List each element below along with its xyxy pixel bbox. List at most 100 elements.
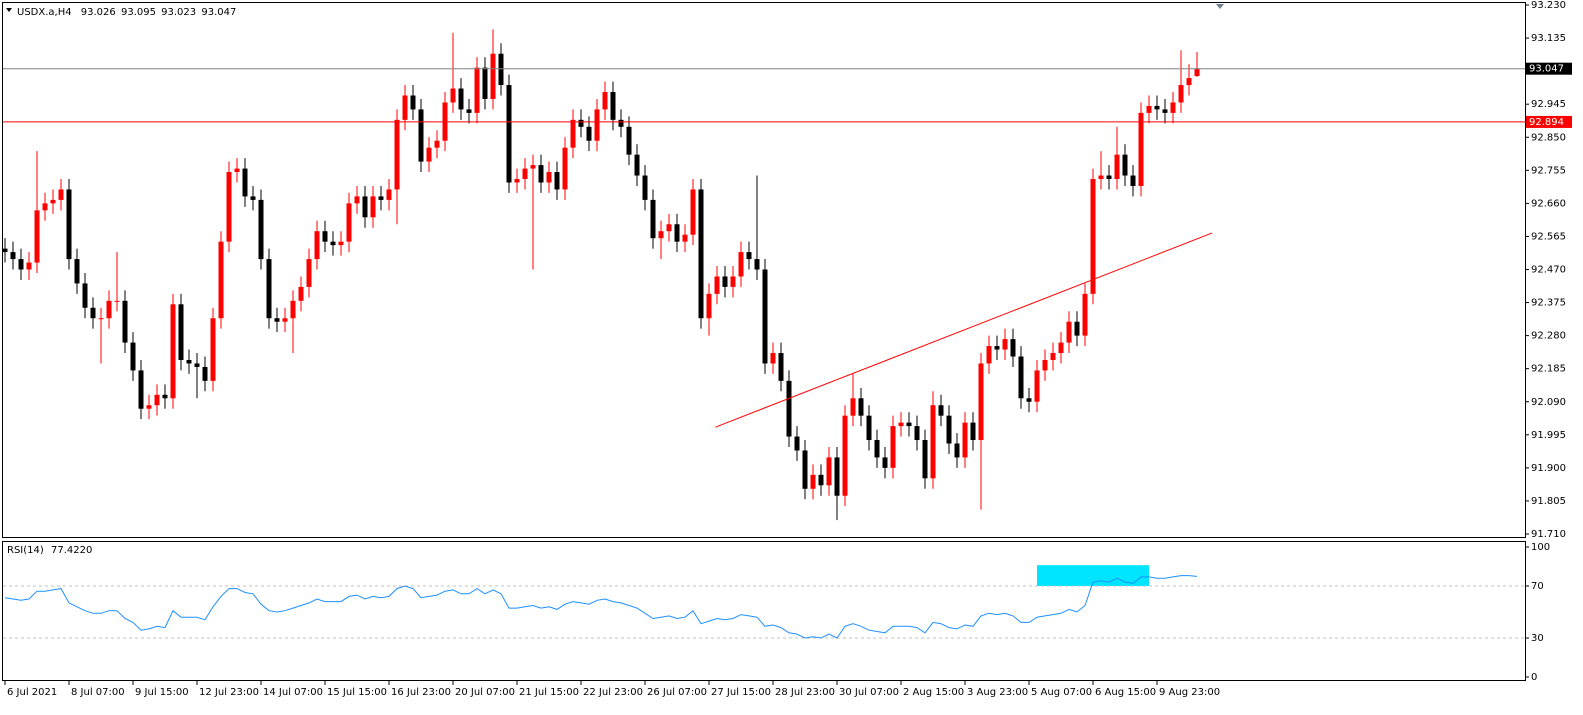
candle-body — [810, 474, 816, 489]
candle-body — [722, 276, 728, 287]
candle-body — [850, 398, 856, 416]
x-tick-label: 28 Jul 23:00 — [775, 687, 835, 698]
candle-body — [978, 363, 984, 441]
candle-body — [370, 196, 376, 218]
candle-body — [482, 67, 488, 99]
candle-body — [818, 474, 824, 486]
candle-body — [1138, 112, 1144, 186]
candle-body — [650, 199, 656, 239]
candle-body — [1170, 102, 1176, 113]
current-price-label: 93.047 — [1529, 64, 1564, 75]
candle-body — [1018, 356, 1024, 399]
candle-body — [994, 346, 1000, 350]
x-tick-label: 22 Jul 23:00 — [583, 687, 643, 698]
candle-body — [618, 119, 624, 127]
candle-body — [18, 259, 24, 270]
last-close: 93.047 — [201, 7, 236, 18]
highlight-box — [1037, 565, 1149, 586]
candle-body — [10, 252, 16, 260]
x-tick-label: 21 Jul 15:00 — [519, 687, 579, 698]
candle-body — [210, 318, 216, 381]
candle-body — [362, 196, 368, 218]
candle-body — [386, 189, 392, 200]
candle-body — [1162, 109, 1168, 113]
y-tick-label: 92.565 — [1531, 231, 1566, 242]
candle-body — [970, 422, 976, 441]
candle-body — [514, 179, 520, 183]
last-high: 93.095 — [121, 7, 156, 18]
candle-body — [826, 457, 832, 486]
y-tick-label: 93.230 — [1531, 0, 1566, 11]
candle-body — [234, 168, 240, 173]
y-tick-label: 91.805 — [1531, 496, 1566, 507]
y-tick-label: 70 — [1531, 581, 1544, 592]
candle-body — [898, 422, 904, 427]
candle-body — [522, 168, 528, 180]
candle-body — [242, 168, 248, 197]
rsi-panel — [2, 541, 1526, 681]
candle-body — [930, 405, 936, 479]
candle-body — [682, 234, 688, 242]
menu-arrow[interactable] — [6, 8, 12, 12]
candle-body — [410, 95, 416, 110]
candle-body — [98, 318, 104, 320]
y-tick-label: 92.090 — [1531, 397, 1566, 408]
candle-body — [250, 196, 256, 200]
candle-body — [578, 119, 584, 127]
candle-body — [354, 196, 360, 204]
x-tick-label: 5 Aug 07:00 — [1031, 687, 1092, 698]
x-tick-label: 2 Aug 15:00 — [903, 687, 964, 698]
candle-body — [282, 318, 288, 322]
candle-body — [466, 109, 472, 113]
candle-body — [914, 426, 920, 441]
y-tick-label: 92.280 — [1531, 331, 1566, 342]
candle-body — [194, 363, 200, 367]
candle-body — [130, 342, 136, 371]
y-tick-label: 0 — [1531, 672, 1537, 683]
x-tick-label: 14 Jul 07:00 — [263, 687, 323, 698]
candle-body — [306, 259, 312, 287]
candle-body — [1178, 85, 1184, 103]
candle-body — [186, 359, 192, 364]
candle-body — [50, 199, 56, 204]
y-tick-label: 91.995 — [1531, 430, 1566, 441]
candle-body — [474, 67, 480, 113]
candle-body — [434, 140, 440, 148]
x-tick-label: 3 Aug 23:00 — [967, 687, 1028, 698]
candle-body — [506, 85, 512, 183]
candle-body — [26, 262, 32, 270]
candle-body — [698, 189, 704, 319]
candle-body — [858, 398, 864, 416]
candle-body — [1058, 342, 1064, 354]
candle-body — [690, 189, 696, 235]
candle-body — [602, 92, 608, 110]
candle-body — [290, 300, 296, 319]
candle-body — [786, 380, 792, 437]
candle-body — [338, 241, 344, 246]
candle-body — [146, 405, 152, 409]
candle-body — [866, 415, 872, 441]
candle-body — [1034, 370, 1040, 402]
x-tick-label: 26 Jul 07:00 — [647, 687, 707, 698]
y-tick-label: 92.185 — [1531, 364, 1566, 375]
x-tick-label: 30 Jul 07:00 — [839, 687, 899, 698]
candle-body — [610, 92, 616, 120]
candle-body — [258, 199, 264, 260]
x-tick-label: 20 Jul 07:00 — [455, 687, 515, 698]
y-tick-label: 91.710 — [1531, 529, 1566, 540]
candle-body — [90, 307, 96, 319]
candle-body — [162, 394, 168, 399]
candle-body — [842, 415, 848, 496]
candle-body — [82, 283, 88, 308]
candle-body — [554, 172, 560, 190]
y-tick-label: 92.375 — [1531, 298, 1566, 309]
x-tick-label: 15 Jul 15:00 — [327, 687, 387, 698]
candle-body — [882, 457, 888, 468]
candle-body — [154, 394, 160, 406]
candle-body — [490, 53, 496, 99]
candle-body — [138, 370, 144, 409]
candle-body — [266, 259, 272, 319]
rsi-header: RSI(14) 77.4220 — [7, 545, 92, 556]
y-tick-label: 92.660 — [1531, 198, 1566, 209]
